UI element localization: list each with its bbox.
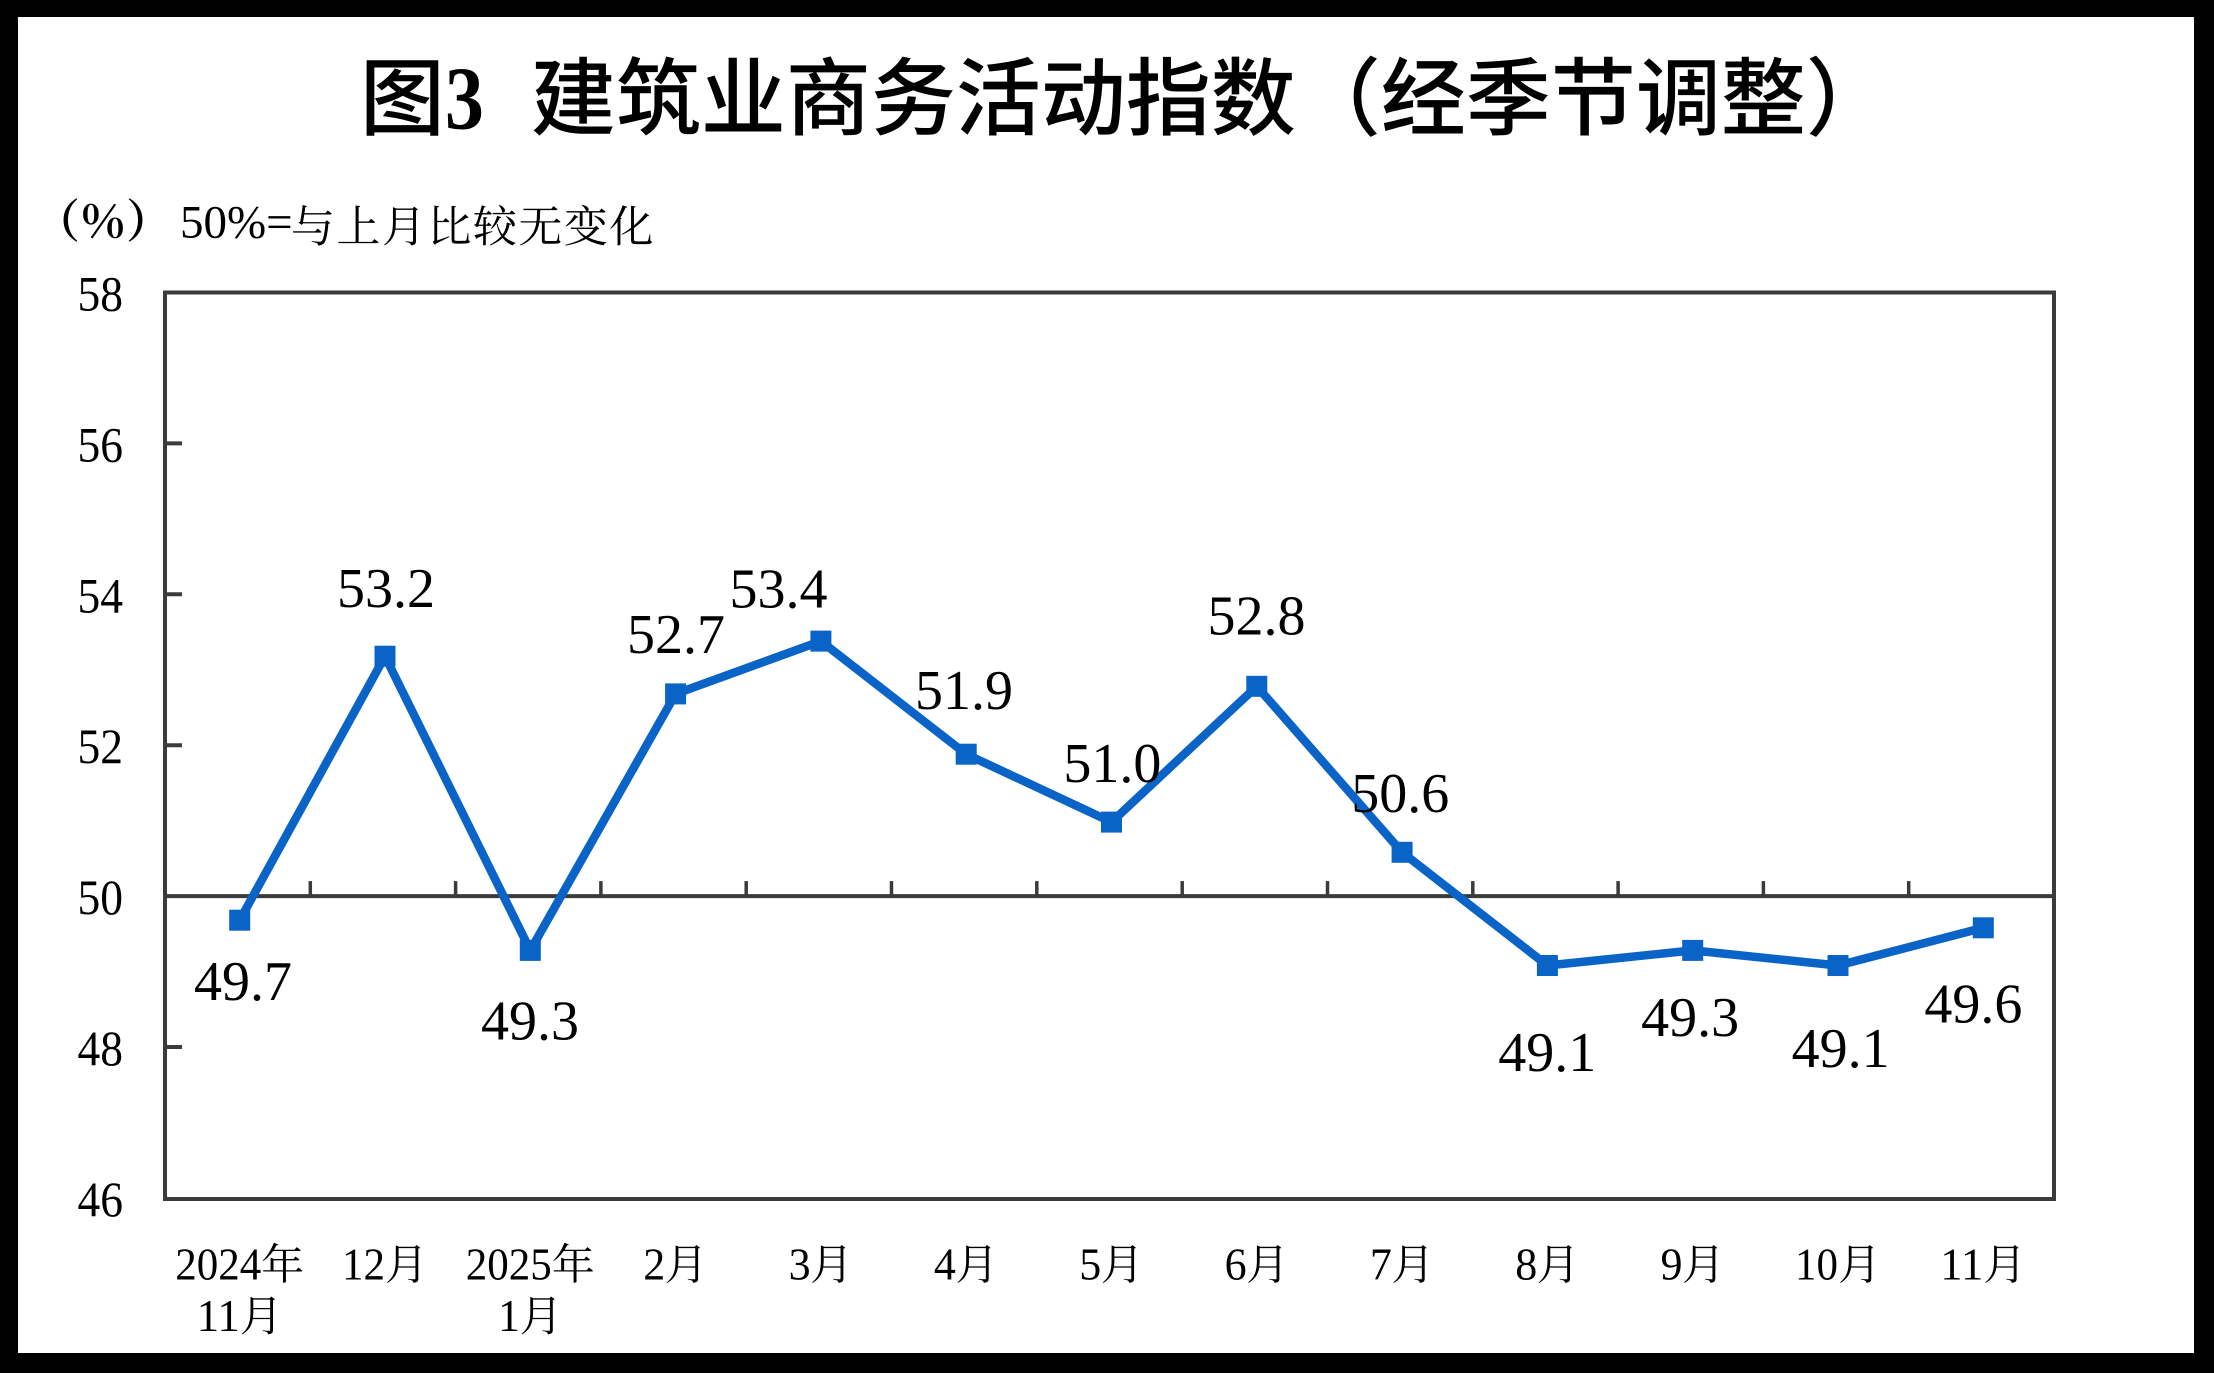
svg-text:5: 5 bbox=[1079, 1239, 1101, 1290]
svg-text:49.7: 49.7 bbox=[194, 951, 292, 1013]
svg-text:50.6: 50.6 bbox=[1351, 763, 1449, 825]
svg-text:4: 4 bbox=[934, 1239, 956, 1290]
svg-text:53.4: 53.4 bbox=[730, 559, 828, 621]
svg-text:49.3: 49.3 bbox=[1641, 987, 1739, 1049]
svg-text:7: 7 bbox=[1370, 1239, 1392, 1290]
svg-text:2025: 2025 bbox=[466, 1239, 552, 1290]
svg-text:56: 56 bbox=[78, 416, 124, 472]
svg-text:1: 1 bbox=[498, 1290, 520, 1341]
svg-text:52.8: 52.8 bbox=[1208, 585, 1306, 647]
svg-text:50: 50 bbox=[78, 869, 124, 925]
svg-text:49.3: 49.3 bbox=[481, 991, 579, 1053]
svg-text:2024: 2024 bbox=[175, 1239, 261, 1290]
svg-text:53.2: 53.2 bbox=[337, 558, 435, 620]
svg-text:2: 2 bbox=[643, 1239, 665, 1290]
svg-text:6: 6 bbox=[1225, 1239, 1247, 1290]
svg-text:3: 3 bbox=[789, 1239, 811, 1290]
svg-text:48: 48 bbox=[78, 1020, 124, 1076]
svg-text:58: 58 bbox=[78, 266, 124, 322]
svg-text:46: 46 bbox=[78, 1171, 124, 1227]
svg-text:11: 11 bbox=[1940, 1239, 1983, 1290]
svg-text:52: 52 bbox=[78, 718, 124, 774]
svg-text:54: 54 bbox=[78, 567, 124, 623]
svg-text:8: 8 bbox=[1515, 1239, 1537, 1290]
svg-text:50%=: 50%= bbox=[180, 197, 293, 249]
svg-text:51.0: 51.0 bbox=[1063, 733, 1161, 795]
svg-text:49.1: 49.1 bbox=[1792, 1018, 1890, 1080]
svg-text:10: 10 bbox=[1795, 1239, 1838, 1290]
svg-text:3: 3 bbox=[445, 50, 484, 149]
svg-text:52.7: 52.7 bbox=[627, 604, 725, 666]
svg-text:12: 12 bbox=[342, 1239, 385, 1290]
svg-text:49.6: 49.6 bbox=[1924, 973, 2022, 1035]
svg-text:49.1: 49.1 bbox=[1498, 1022, 1596, 1084]
svg-text:11: 11 bbox=[197, 1290, 240, 1341]
svg-text:9: 9 bbox=[1661, 1239, 1683, 1290]
svg-text:51.9: 51.9 bbox=[915, 660, 1013, 722]
